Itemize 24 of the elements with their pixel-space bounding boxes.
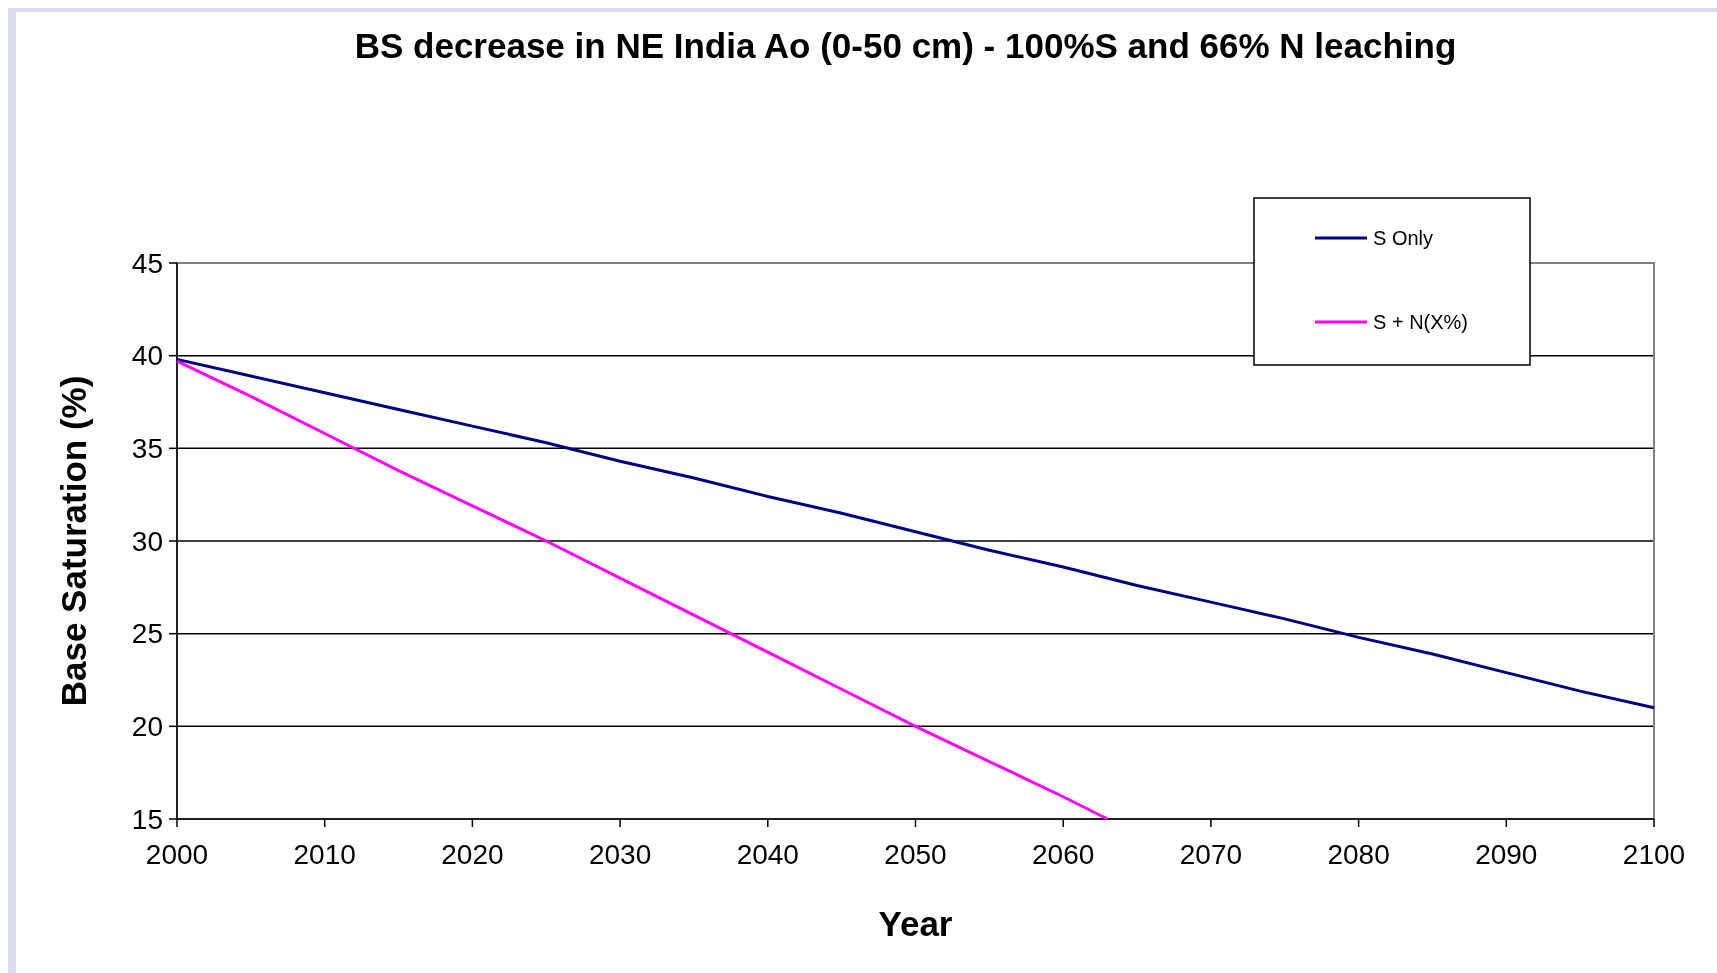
x-tick-label: 2020 xyxy=(441,839,504,870)
legend-label: S + N(X%) xyxy=(1373,311,1469,333)
x-tick-label: 2080 xyxy=(1327,839,1390,870)
y-tick-label: 20 xyxy=(131,711,163,743)
y-tick-label: 45 xyxy=(131,247,163,279)
chart-title: BS decrease in NE India Ao (0-50 cm) - 100%S and 66% N leaching xyxy=(354,26,1457,65)
x-tick-label: 2010 xyxy=(293,839,356,870)
legend-label: S Only xyxy=(1373,227,1434,249)
x-tick-label: 2060 xyxy=(1032,839,1095,870)
x-tick-label: 2030 xyxy=(588,839,652,870)
y-tick-label: 35 xyxy=(131,433,163,465)
x-axis-title: Year xyxy=(878,904,953,943)
x-tick-label: 2040 xyxy=(736,839,799,870)
y-tick-label: 15 xyxy=(131,803,163,835)
x-tick-label: 2000 xyxy=(145,839,209,870)
line-series xyxy=(175,359,1110,821)
y-axis-title: Base Saturation (%) xyxy=(54,375,93,707)
y-tick-label: 25 xyxy=(131,618,163,650)
x-tick-label: 2090 xyxy=(1475,839,1538,870)
y-tick-label: 40 xyxy=(131,340,163,372)
y-tick-label: 30 xyxy=(131,525,163,557)
x-tick-label: 2050 xyxy=(884,839,947,870)
x-tick-label: 2070 xyxy=(1179,839,1243,870)
x-tick-label: 2100 xyxy=(1622,839,1686,870)
